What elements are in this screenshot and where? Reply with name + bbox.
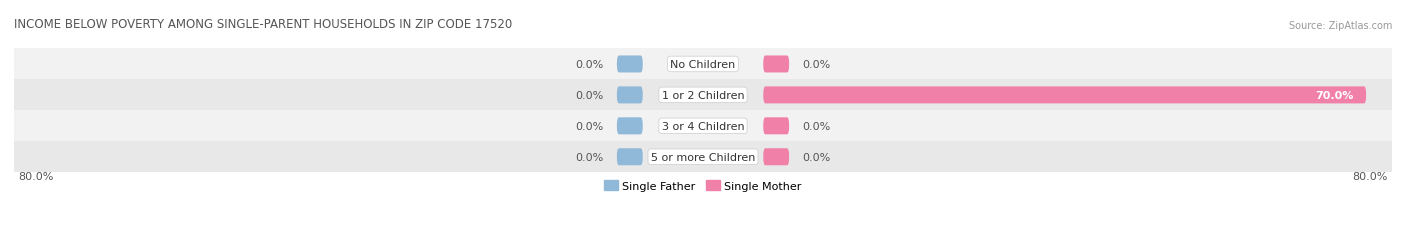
Legend: Single Father, Single Mother: Single Father, Single Mother [600, 176, 806, 195]
Bar [14, 111, 1392, 142]
Text: 0.0%: 0.0% [801, 152, 831, 162]
Text: 0.0%: 0.0% [801, 121, 831, 131]
Text: Source: ZipAtlas.com: Source: ZipAtlas.com [1288, 21, 1392, 30]
Text: 5 or more Children: 5 or more Children [651, 152, 755, 162]
Text: 0.0%: 0.0% [801, 60, 831, 70]
Text: 0.0%: 0.0% [575, 152, 605, 162]
Bar [14, 142, 1392, 173]
FancyBboxPatch shape [763, 56, 789, 73]
FancyBboxPatch shape [617, 149, 643, 166]
Text: 70.0%: 70.0% [1315, 91, 1353, 100]
FancyBboxPatch shape [763, 118, 789, 135]
Text: 0.0%: 0.0% [575, 60, 605, 70]
Text: 0.0%: 0.0% [575, 121, 605, 131]
Bar [14, 49, 1392, 80]
Text: 1 or 2 Children: 1 or 2 Children [662, 91, 744, 100]
FancyBboxPatch shape [763, 87, 1367, 104]
Text: INCOME BELOW POVERTY AMONG SINGLE-PARENT HOUSEHOLDS IN ZIP CODE 17520: INCOME BELOW POVERTY AMONG SINGLE-PARENT… [14, 18, 512, 30]
Text: No Children: No Children [671, 60, 735, 70]
FancyBboxPatch shape [617, 87, 643, 104]
Text: 3 or 4 Children: 3 or 4 Children [662, 121, 744, 131]
Bar [14, 80, 1392, 111]
FancyBboxPatch shape [617, 118, 643, 135]
FancyBboxPatch shape [763, 149, 789, 166]
Text: 0.0%: 0.0% [575, 91, 605, 100]
FancyBboxPatch shape [617, 56, 643, 73]
Text: 80.0%: 80.0% [1353, 171, 1388, 181]
Text: 80.0%: 80.0% [18, 171, 53, 181]
